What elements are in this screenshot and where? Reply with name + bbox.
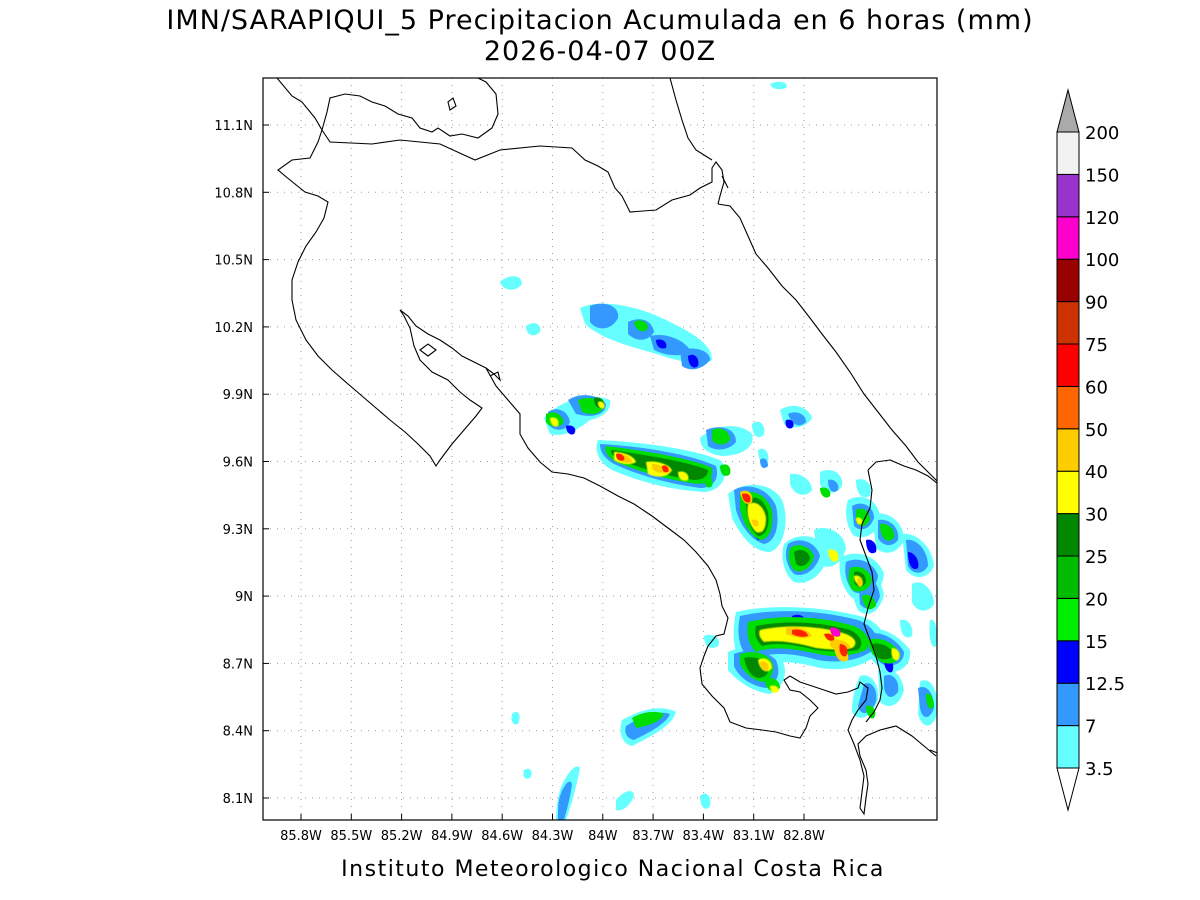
- colorbar-level-label: 75: [1085, 335, 1108, 356]
- lon-tick-label: 85.5W: [330, 829, 372, 844]
- colorbar-legend: 3.5 7 12.5 15 20 25 30 40 50 60 75 90 100 120 150 200: [1056, 88, 1125, 812]
- lon-tick-label: 85.2W: [381, 829, 423, 844]
- colorbar-level-label: 100: [1085, 250, 1119, 271]
- lat-tick-label: 10.8N: [214, 186, 253, 201]
- colorbar-swatch: [1056, 513, 1080, 557]
- lon-tick-label: 83.1W: [733, 829, 775, 844]
- lat-tick-label: 8.1N: [223, 792, 253, 807]
- lat-tick-label: 8.7N: [223, 657, 253, 672]
- colorbar-swatch: [1056, 385, 1080, 430]
- colorbar-level-label: 50: [1085, 420, 1108, 441]
- colorbar-swatch: [1056, 428, 1080, 472]
- colorbar-over-arrow: [1056, 88, 1080, 133]
- colorbar-level-label: 25: [1085, 547, 1108, 568]
- lat-tick-label: 9.9N: [223, 388, 253, 403]
- lat-tick-label: 9N: [235, 590, 253, 605]
- lon-tick-label: 83.4W: [682, 829, 724, 844]
- colorbar-swatch: [1056, 597, 1080, 642]
- colorbar-swatch: [1056, 301, 1080, 345]
- colorbar-level-label: 90: [1085, 293, 1108, 314]
- map-title-line1: IMN/SARAPIQUI_5 Precipitacion Acumulada …: [166, 5, 1033, 36]
- colorbar-swatch: [1056, 470, 1080, 515]
- lon-tick-label: 84.9W: [431, 829, 473, 844]
- lat-tick-label: 9.3N: [223, 523, 253, 538]
- colorbar-swatch: [1056, 640, 1080, 684]
- axis-ticks: 85.8W 85.5W 85.2W 84.9W 84.6W 84.3W 84W 83.7W 83…: [214, 119, 825, 844]
- colorbar-swatch: [1056, 258, 1080, 303]
- colorbar-swatch: [1056, 173, 1080, 218]
- lon-tick-label: 84.6W: [481, 829, 523, 844]
- lon-tick-label: 84.3W: [532, 829, 574, 844]
- lon-tick-label: 83.7W: [632, 829, 674, 844]
- map-title-line2: 2026-04-07 00Z: [484, 36, 716, 67]
- coastline-borders: [276, 78, 937, 816]
- colorbar-level-label: 150: [1085, 165, 1119, 186]
- colorbar-level-label: 30: [1085, 505, 1108, 526]
- colorbar-level-label: 60: [1085, 377, 1108, 398]
- colorbar-level-label: 3.5: [1085, 759, 1114, 780]
- colorbar-swatch: [1056, 725, 1080, 769]
- lon-tick-label: 85.8W: [280, 829, 322, 844]
- colorbar-under-arrow: [1056, 767, 1080, 812]
- footer-credit: Instituto Meteorologico Nacional Costa R…: [341, 857, 885, 882]
- colorbar-level-label: 40: [1085, 462, 1108, 483]
- lat-tick-label: 11.1N: [214, 119, 253, 134]
- colorbar-swatch: [1056, 216, 1080, 260]
- precipitation-field: [500, 81, 937, 820]
- colorbar-swatch: [1056, 682, 1080, 727]
- lat-tick-label: 9.6N: [223, 456, 253, 471]
- colorbar-swatch: [1056, 343, 1080, 387]
- lat-tick-label: 8.4N: [223, 725, 253, 740]
- colorbar-level-label: 7: [1085, 717, 1096, 738]
- colorbar-level-label: 200: [1085, 123, 1119, 144]
- lon-tick-label: 82.8W: [783, 829, 825, 844]
- lat-tick-label: 10.5N: [214, 254, 253, 269]
- colorbar-level-label: 120: [1085, 208, 1119, 229]
- colorbar-level-label: 15: [1085, 632, 1108, 653]
- colorbar-level-label: 20: [1085, 589, 1108, 610]
- map-frame: [262, 77, 938, 821]
- colorbar-swatch: [1056, 131, 1080, 175]
- colorbar-swatch: [1056, 555, 1080, 599]
- lat-tick-label: 10.2N: [214, 321, 253, 336]
- lon-tick-label: 84W: [588, 829, 618, 844]
- colorbar-level-label: 12.5: [1085, 674, 1125, 695]
